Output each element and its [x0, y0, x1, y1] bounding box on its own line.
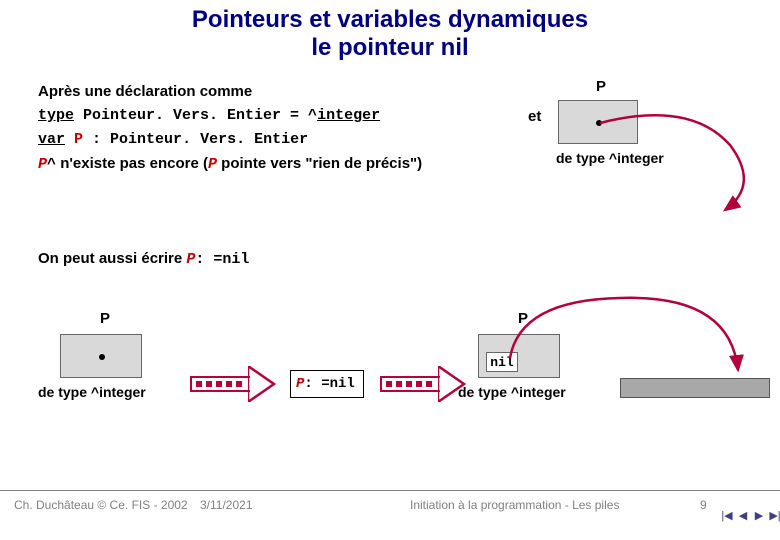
footer-course: Initiation à la programmation - Les pile… — [410, 498, 619, 512]
assign-rest: : =nil — [304, 376, 354, 392]
var-declaration: var P : Pointeur. Vers. Entier — [38, 128, 422, 152]
second-lead: On peut aussi écrire — [38, 250, 186, 267]
left-box-dot-icon — [61, 335, 143, 379]
left-box-type: de type ^integer — [38, 384, 146, 400]
footer-divider — [0, 490, 780, 491]
footer-nav: |◀ ◀ ▶ ▶| — [720, 508, 780, 522]
hollow-arrow-2-icon — [380, 368, 468, 400]
left-pointer-box — [60, 334, 142, 378]
footer: Ch. Duchâteau © Ce. FIS - 2002 3/11/2021… — [0, 498, 780, 528]
kw-type: type — [38, 107, 74, 124]
assignment-box: P: =nil — [290, 370, 364, 398]
title-line-1: Pointeurs et variables dynamiques — [0, 6, 780, 34]
slide-title: Pointeurs et variables dynamiques le poi… — [0, 0, 780, 61]
top-box-label: P — [596, 78, 606, 95]
assign-p: P — [296, 376, 304, 392]
second-text-line: On peut aussi écrire P: =nil — [38, 250, 249, 268]
explain-line: P^ n'existe pas encore (P pointe vers "r… — [38, 152, 422, 177]
explain-p2: P — [208, 156, 217, 173]
footer-date: 3/11/2021 — [200, 498, 253, 512]
nav-prev-button[interactable]: ◀ — [736, 508, 750, 522]
type-declaration: type Pointeur. Vers. Entier = ^integer — [38, 104, 422, 128]
title-line-2: le pointeur nil — [0, 34, 780, 62]
nil-target-bar — [620, 378, 770, 398]
left-box-label: P — [100, 310, 110, 327]
nav-last-button[interactable]: ▶| — [768, 508, 780, 522]
footer-author: Ch. Duchâteau © Ce. FIS - 2002 — [14, 498, 188, 512]
footer-page-number: 9 — [700, 498, 707, 512]
intro-line: Après une déclaration comme — [38, 80, 422, 104]
explain-p: P — [38, 156, 47, 173]
et-label: et — [528, 108, 541, 125]
nav-first-button[interactable]: |◀ — [720, 508, 734, 522]
kw-var: var — [38, 131, 65, 148]
explain-rest2: pointe vers "rien de précis") — [217, 155, 422, 172]
kw-integer: integer — [317, 107, 380, 124]
nav-next-button[interactable]: ▶ — [752, 508, 766, 522]
var-p: P — [74, 131, 83, 148]
explain-rest1: n'existe pas encore ( — [56, 155, 208, 172]
var-body: : Pointeur. Vers. Entier — [83, 131, 308, 148]
red-curve-top-icon — [600, 105, 760, 215]
body-block: Après une déclaration comme type Pointeu… — [38, 80, 422, 177]
slide-root: Pointeurs et variables dynamiques le poi… — [0, 0, 780, 540]
second-rest: : =nil — [195, 251, 249, 268]
explain-caret: ^ — [47, 156, 56, 173]
hollow-arrow-1-icon — [190, 368, 278, 400]
type-body: Pointeur. Vers. Entier = ^ — [74, 107, 317, 124]
